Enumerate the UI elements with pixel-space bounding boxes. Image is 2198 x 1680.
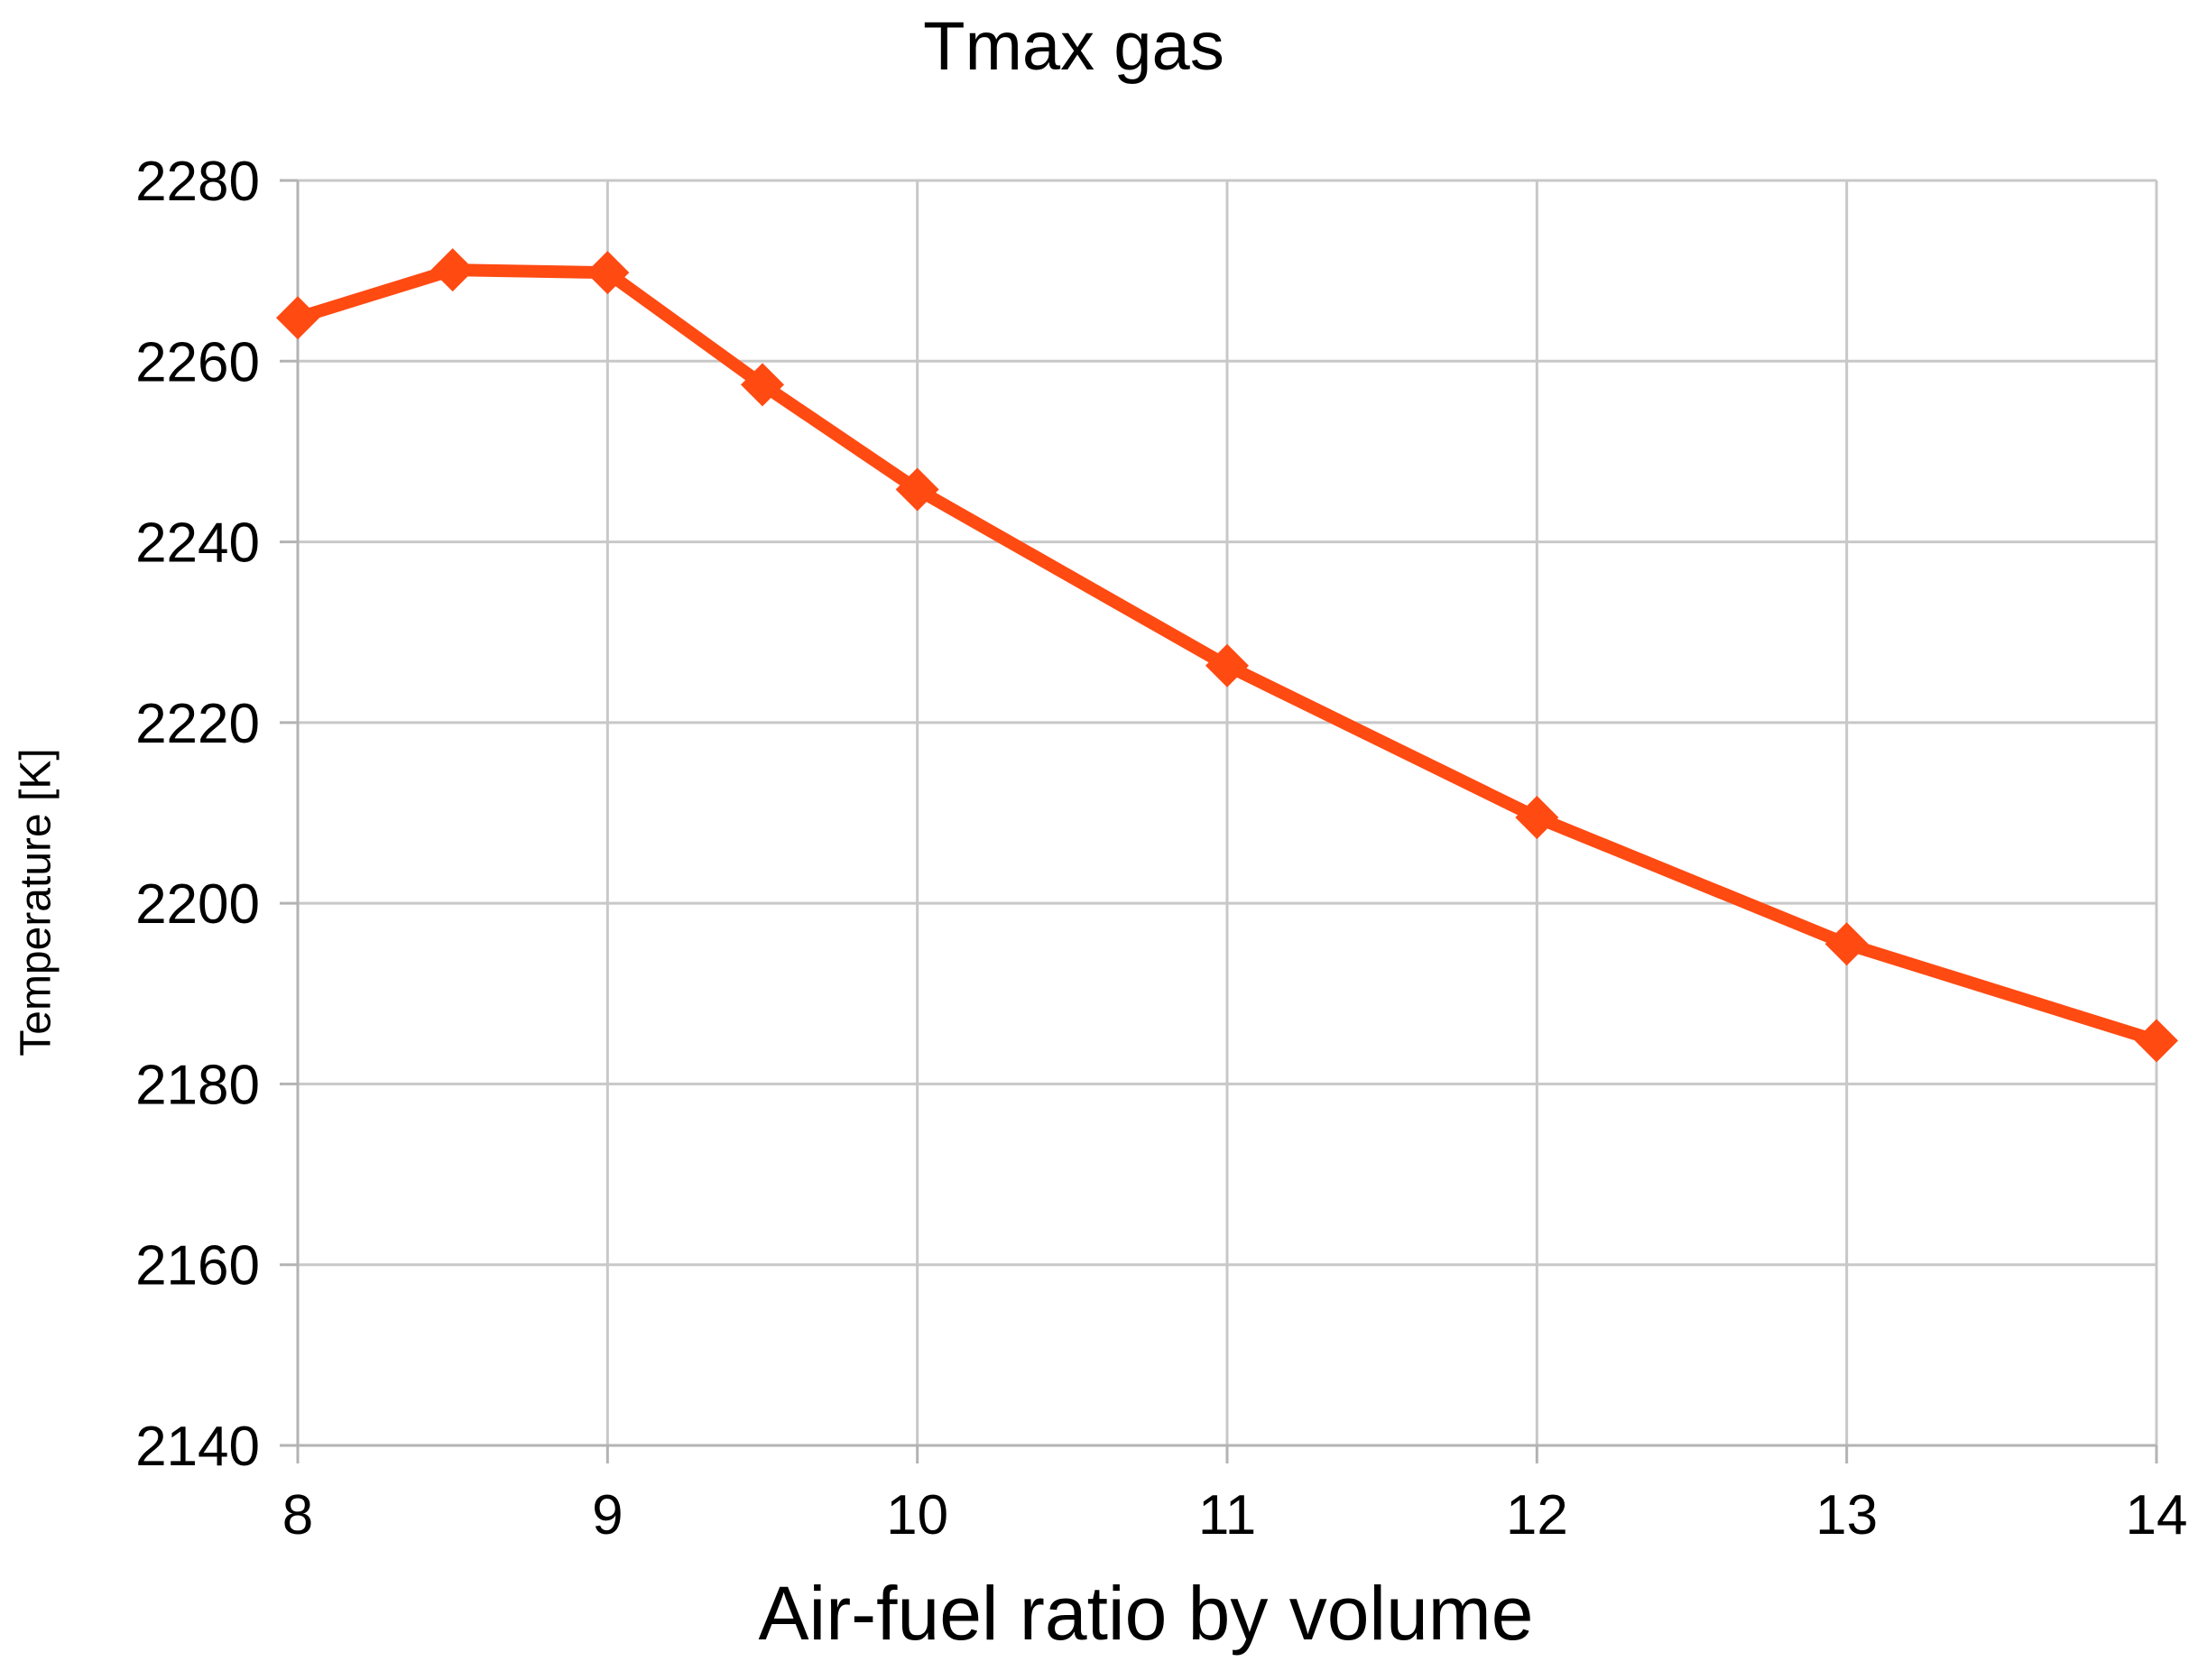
y-tick-label: 2280: [135, 151, 260, 213]
tick-labels: 2140 2160 2180 2200 2220 2240 2260 2280 8 9 10 11 12…: [135, 151, 2187, 1546]
x-tick-label: 13: [1815, 1484, 1878, 1546]
x-tick-label: 9: [592, 1484, 623, 1546]
y-tick-label: 2160: [135, 1235, 260, 1297]
x-tick-label: 14: [2126, 1484, 2188, 1546]
data-point: [2135, 1019, 2178, 1063]
x-tick-label: 12: [1506, 1484, 1568, 1546]
data-point: [1515, 796, 1559, 840]
axes: [280, 179, 2158, 1463]
y-tick-label: 2220: [135, 693, 260, 755]
data-point: [895, 467, 939, 512]
x-tick-label: 11: [1198, 1484, 1256, 1546]
y-tick-label: 2180: [135, 1054, 260, 1116]
data-point: [430, 248, 475, 292]
y-tick-label: 2260: [135, 331, 260, 393]
data-point: [586, 251, 630, 295]
y-axis-label: Temperature [K]: [12, 748, 60, 1057]
grid: [296, 179, 2158, 1447]
data-point: [276, 296, 319, 340]
series: [276, 248, 2178, 1063]
x-tick-label: 10: [886, 1484, 948, 1546]
x-axis-label: Air-fuel ratio by volume: [758, 1571, 1534, 1656]
chart-title: Tmax gas: [923, 8, 1224, 85]
y-tick-label: 2140: [135, 1416, 260, 1478]
y-tick-label: 2200: [135, 873, 260, 936]
x-tick-label: 8: [282, 1484, 313, 1546]
data-point: [1824, 922, 1869, 966]
y-tick-label: 2240: [135, 512, 260, 575]
data-point: [1205, 643, 1249, 688]
data-point: [741, 363, 784, 407]
